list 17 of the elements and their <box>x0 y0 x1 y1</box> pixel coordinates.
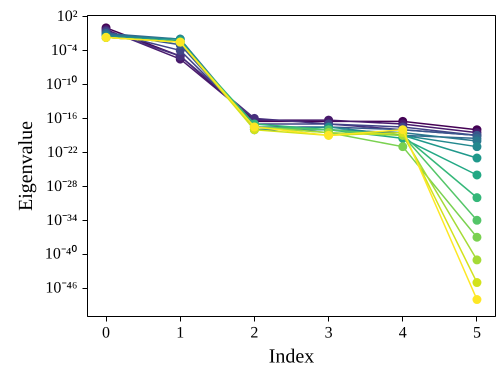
y-tick-label: 10⁻¹⁶ <box>46 110 78 127</box>
x-tick-label: 0 <box>102 324 110 342</box>
y-tick-label: 10⁻²² <box>46 144 78 161</box>
x-tick-label: 1 <box>176 324 184 342</box>
x-tick-label: 4 <box>398 324 407 342</box>
x-tick-label: 5 <box>472 324 481 342</box>
y-tick-label: 10⁻²⁸ <box>46 178 78 195</box>
y-tick-label: 10⁻⁴⁶ <box>45 280 78 297</box>
x-tick-label: 2 <box>250 324 258 342</box>
y-tick-label: 10⁻³⁴ <box>46 212 78 229</box>
y-tick-label: 10⁻¹⁰ <box>46 74 78 93</box>
y-axis-title: Eigenvalue <box>14 120 37 211</box>
x-tick-label: 3 <box>324 324 333 342</box>
y-tick-label: 10² <box>56 8 78 25</box>
x-axis-title: Index <box>268 346 314 368</box>
y-tick-label: 10⁻⁴⁰ <box>44 244 78 263</box>
y-tick-label: 10⁻⁴ <box>50 42 78 59</box>
